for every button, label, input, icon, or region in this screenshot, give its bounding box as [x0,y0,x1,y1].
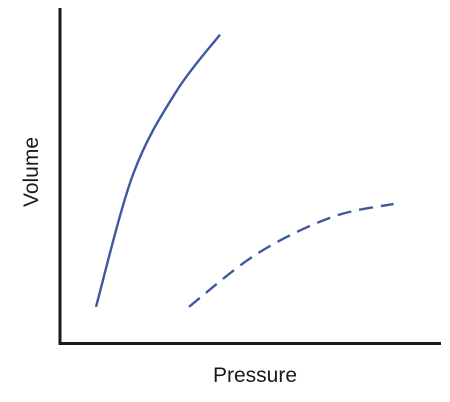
y-axis-label: Volume [20,137,43,207]
x-axis-label: Pressure [213,364,297,387]
plot-area [58,8,441,345]
series-layer [94,33,394,308]
dashed-curve [188,202,394,308]
solid-curve [94,33,221,308]
